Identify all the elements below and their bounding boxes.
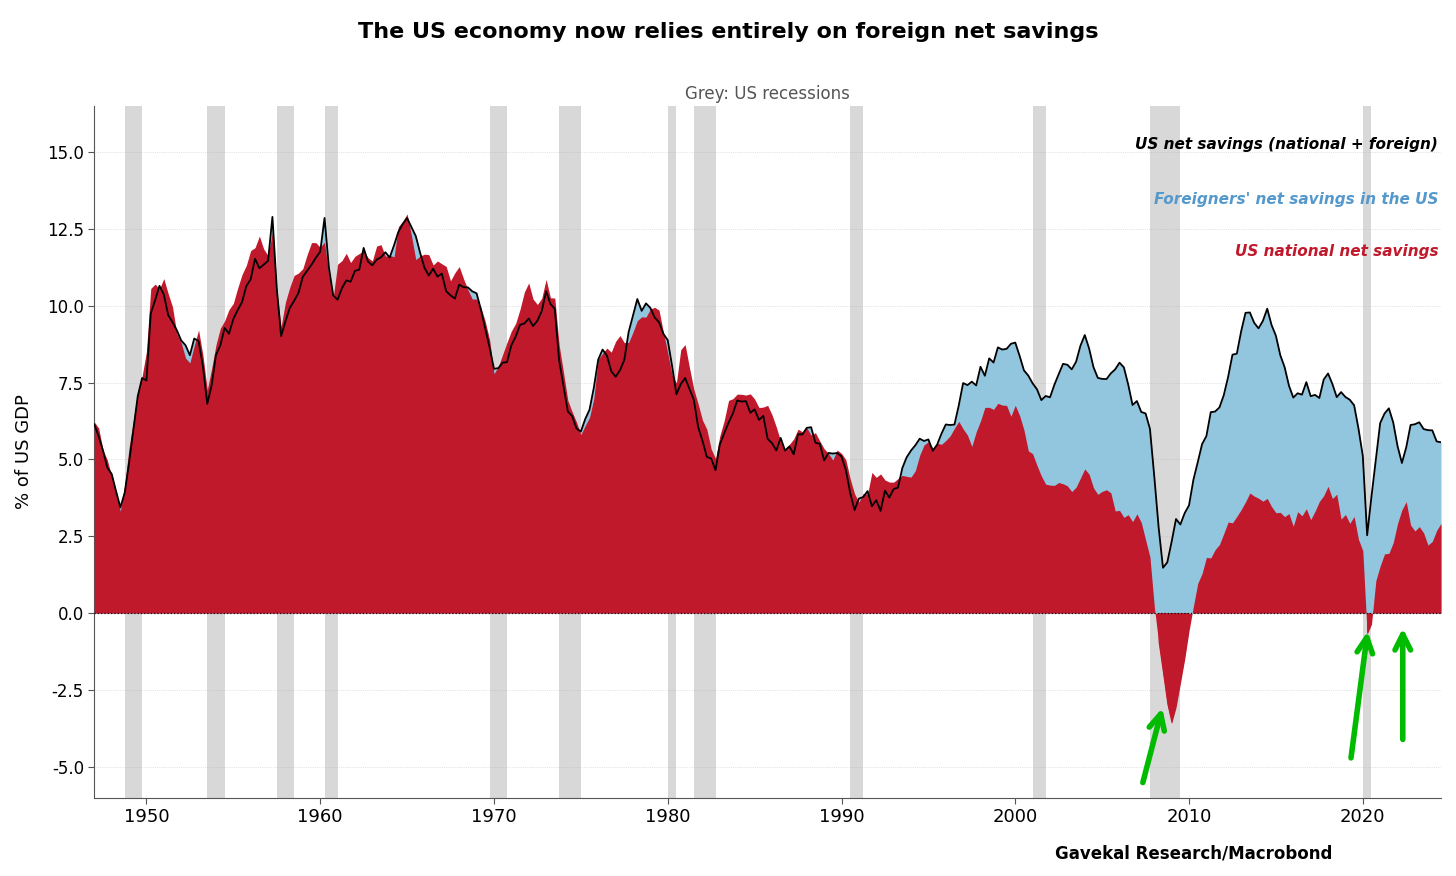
Bar	[1363, 106, 1372, 797]
Text: Gavekal Research/Macrobond: Gavekal Research/Macrobond	[1056, 844, 1332, 863]
Bar	[125, 106, 143, 797]
Bar	[277, 106, 294, 797]
Bar	[695, 106, 715, 797]
Bar	[207, 106, 224, 797]
Bar	[325, 106, 338, 797]
Text: US national net savings: US national net savings	[1235, 244, 1439, 259]
Bar	[1032, 106, 1045, 797]
Title: Grey: US recessions: Grey: US recessions	[686, 85, 850, 103]
Bar	[850, 106, 863, 797]
Text: The US economy now relies entirely on foreign net savings: The US economy now relies entirely on fo…	[358, 22, 1098, 42]
Bar	[489, 106, 507, 797]
Text: Foreigners' net savings in the US: Foreigners' net savings in the US	[1153, 193, 1439, 208]
Bar	[668, 106, 677, 797]
Bar	[1150, 106, 1181, 797]
Bar	[559, 106, 581, 797]
Y-axis label: % of US GDP: % of US GDP	[15, 394, 33, 509]
Text: US net savings (national + foreign): US net savings (national + foreign)	[1136, 138, 1439, 152]
